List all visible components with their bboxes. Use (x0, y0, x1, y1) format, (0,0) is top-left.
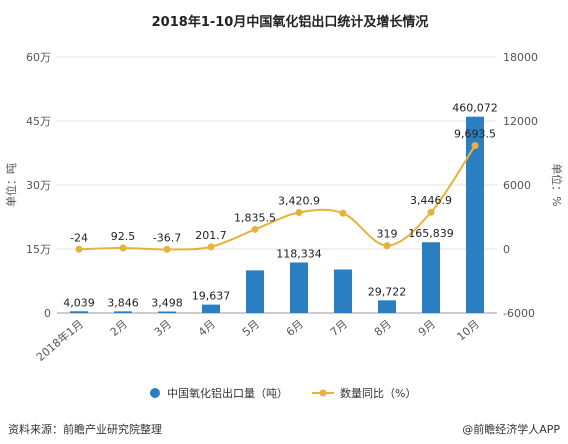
legend-bar-label: 中国氧化铝出口量（吨） (167, 386, 288, 400)
category-label: 3月 (152, 317, 174, 339)
line-value-label: 201.7 (195, 229, 227, 242)
right-tick-label: 6000 (503, 179, 531, 192)
line-point (163, 245, 171, 253)
footer-source: 资料来源：前瞻产业研究院整理 (8, 422, 162, 436)
category-label: 8月 (372, 317, 394, 339)
category-label: 2月 (108, 317, 130, 339)
category-label: 2018年1月 (33, 317, 86, 364)
legend: 中国氧化铝出口量（吨） 数量同比（%） (150, 386, 416, 400)
right-axis-ticks: -6000 0 6000 12000 18000 (503, 51, 538, 320)
legend-bar-marker (150, 388, 160, 398)
bar-value-label: 29,722 (368, 285, 407, 298)
category-label: 4月 (196, 317, 218, 339)
line-point (207, 243, 215, 251)
left-tick-label: 15万 (26, 243, 51, 256)
left-axis-title: 单位：吨 (4, 163, 18, 207)
left-tick-label: 60万 (26, 51, 51, 64)
line-value-label: 3,420.9 (278, 195, 320, 208)
bar-value-label: 3,846 (107, 296, 139, 309)
line-value-label: 92.5 (111, 230, 136, 243)
left-tick-label: 45万 (26, 115, 51, 128)
left-tick-label: 30万 (26, 179, 51, 192)
line-value-label: -36.7 (153, 231, 181, 244)
bar (70, 311, 88, 313)
line-point (383, 242, 391, 250)
bar (246, 270, 264, 313)
line-point (427, 208, 435, 216)
line-value-label: 9,693.5 (454, 128, 496, 141)
bar-value-label: 3,498 (151, 297, 183, 310)
right-axis-title: 单位：% (550, 163, 564, 206)
bar-value-label: 19,637 (192, 290, 231, 303)
right-tick-label: 0 (503, 243, 510, 256)
line-point (75, 245, 83, 253)
bar-series (70, 116, 484, 314)
line-value-label: 1,835.5 (234, 211, 276, 224)
bar (158, 311, 176, 313)
legend-line-label: 数量同比（%） (340, 387, 416, 400)
bar (290, 262, 308, 313)
left-axis-ticks: 0 15万 30万 45万 60万 (26, 51, 51, 320)
bar (422, 242, 440, 313)
growth-line (78, 145, 476, 251)
line-value-label: 3,446.9 (410, 194, 452, 207)
line-series (75, 142, 479, 253)
line-value-label: -24 (70, 231, 88, 244)
line-point (295, 209, 303, 217)
category-labels: 2018年1月 2月 3月 4月 5月 6月 7月 8月 9月 10月 (33, 317, 482, 364)
bar (378, 300, 396, 313)
category-label: 9月 (416, 317, 438, 339)
bar (114, 311, 132, 313)
bar-value-label: 460,072 (452, 102, 498, 115)
category-label: 10月 (454, 317, 482, 343)
line-point (471, 142, 479, 150)
footer-brand: @前瞻经济学人APP (462, 422, 560, 436)
category-label: 6月 (284, 317, 306, 339)
category-label: 5月 (240, 317, 262, 339)
legend-line-marker-dot (319, 389, 327, 397)
bar-value-label: 4,039 (63, 296, 95, 309)
right-tick-label: 12000 (503, 115, 538, 128)
left-tick-label: 0 (44, 307, 51, 320)
bar-value-label: 165,839 (408, 227, 454, 240)
bar (334, 269, 352, 313)
category-label: 7月 (328, 317, 350, 339)
chart-title: 2018年1-10月中国氧化铝出口统计及增长情况 (152, 14, 429, 30)
bar (202, 304, 220, 313)
line-point (251, 225, 259, 233)
line-value-label: 319 (377, 228, 398, 241)
right-tick-label: 18000 (503, 51, 538, 64)
line-point (339, 209, 347, 217)
bar (466, 116, 484, 314)
bar-value-label: 118,334 (276, 248, 322, 261)
right-tick-label: -6000 (503, 307, 535, 320)
data-labels: 4,039 3,846 3,498 19,637 118,334 29,722 165,83… (63, 102, 498, 310)
line-point (119, 244, 127, 252)
